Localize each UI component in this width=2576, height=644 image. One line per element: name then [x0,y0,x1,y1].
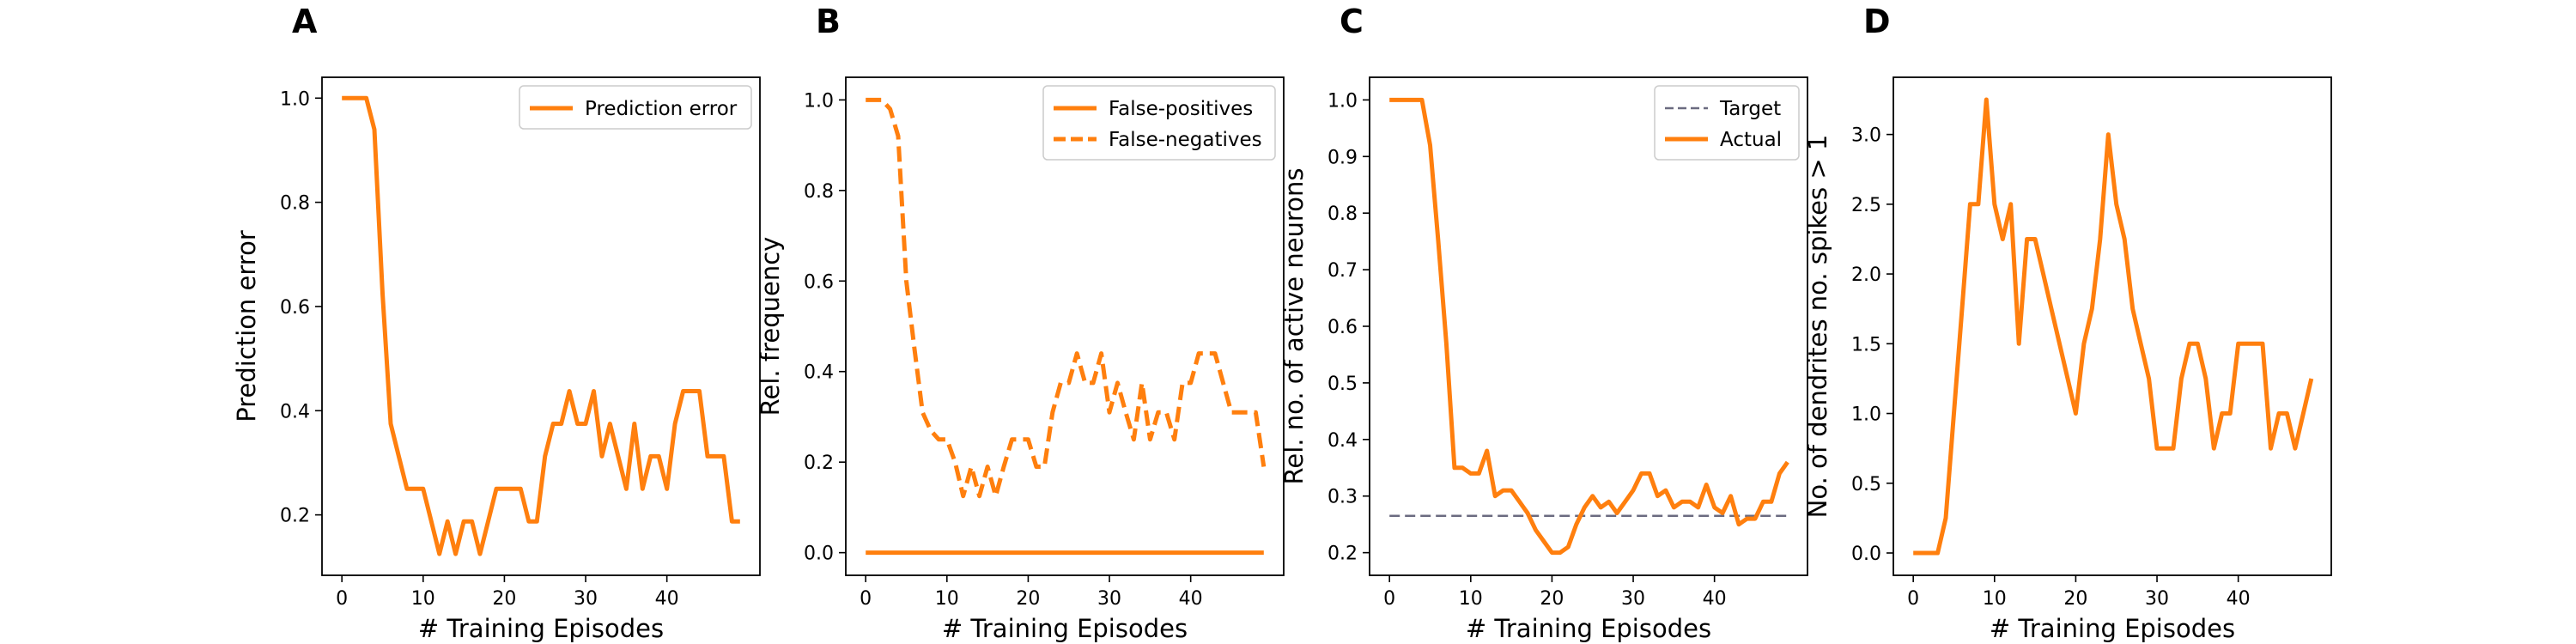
x-tick-label: 0 [860,588,872,610]
x-axis-label: # Training Episodes [1466,614,1711,643]
series-line-actual [1389,97,1789,556]
panel-b: B 0 10 20 30 40 0.0 0.2 0.4 0.6 0.8 1.0 # Training E… [756,3,1285,643]
panel-letter: D [1863,3,1891,40]
x-tick-label: 20 [1016,588,1040,610]
axes-frame [845,76,1285,576]
legend-label: Target [1719,98,1781,120]
x-tick-label: 40 [1179,588,1203,610]
y-tick-label: 0.5 [1851,474,1881,495]
y-tick-label: 0.8 [804,181,834,203]
y-axis-label: Rel. frequency [756,237,785,416]
panel-c: C 0 10 20 30 40 0.2 0.3 0.4 0.5 0.6 0.7 0.8 0.9 1.0 # T… [1279,3,1808,643]
legend-label: Prediction error [585,98,738,120]
y-tick-label: 0.4 [280,401,310,422]
legend-label: False-positives [1109,98,1253,120]
y-tick-label: 2.5 [1851,195,1881,216]
x-tick-label: 30 [574,588,598,610]
series-line-d [1913,97,2314,556]
axes-frame [1893,76,2332,576]
panel-letter: C [1340,3,1364,40]
x-tick-label: 30 [1621,588,1645,610]
panel-d: D 0 10 20 30 40 0.0 0.5 1.0 1.5 2.0 2.5 3.0 # Trainin… [1803,3,2332,643]
y-tick-label: 0.2 [1327,544,1358,565]
y-tick-label: 0.2 [280,506,310,527]
x-tick-label: 10 [1459,588,1483,610]
series-line-false-negatives [866,97,1267,499]
panel-letter: B [816,3,841,40]
x-tick-label: 40 [655,588,679,610]
y-axis-label: No. of dendrites no. spikes > 1 [1803,135,1832,519]
x-tick-label: 10 [935,588,959,610]
y-tick-label: 1.0 [804,90,834,112]
y-tick-label: 0.8 [1327,204,1358,225]
y-tick-label: 0.0 [1851,544,1881,565]
x-axis-label: # Training Episodes [942,614,1188,643]
legend-box [1042,85,1276,161]
legend: Prediction error [519,85,752,130]
legend: False-positives False-negatives [1042,85,1276,161]
x-tick-label: 0 [336,588,348,610]
x-tick-label: 10 [1983,588,2007,610]
y-tick-label: 0.6 [804,271,834,293]
legend-label: Actual [1720,129,1782,151]
y-tick-label: 0.6 [1327,317,1358,338]
y-tick-label: 0.9 [1327,147,1358,168]
x-tick-label: 20 [1540,588,1564,610]
legend: Target Actual [1654,85,1800,161]
y-tick-label: 1.5 [1851,334,1881,355]
y-axis-label: Prediction error [232,230,261,422]
legend-label: False-negatives [1109,129,1262,151]
y-tick-label: 0.8 [280,193,310,215]
y-tick-label: 0.4 [804,362,834,384]
series-line-prediction-error [342,95,740,556]
legend-box [519,85,752,130]
y-tick-label: 0.7 [1327,260,1358,282]
x-axis-label: # Training Episodes [418,614,664,643]
y-tick-label: 0.5 [1327,374,1358,395]
x-axis-label: # Training Episodes [1990,614,2235,643]
y-tick-label: 0.0 [804,544,834,565]
panel-letter: A [292,3,318,40]
y-tick-label: 1.0 [1851,404,1881,426]
y-axis-label: Rel. no. of active neurons [1279,168,1309,485]
y-tick-label: 3.0 [1851,125,1881,147]
x-tick-label: 20 [492,588,516,610]
x-tick-label: 40 [2227,588,2251,610]
y-tick-label: 2.0 [1851,264,1881,286]
x-tick-label: 30 [1097,588,1121,610]
y-tick-label: 1.0 [1327,90,1358,112]
x-tick-label: 0 [1383,588,1395,610]
x-tick-label: 10 [411,588,435,610]
x-tick-label: 20 [2063,588,2087,610]
x-tick-label: 30 [2145,588,2169,610]
y-tick-label: 0.6 [280,297,310,319]
panel-a: A 0 10 20 30 40 0.2 0.4 0.6 0.8 1.0 # Training Epis… [232,3,761,643]
y-tick-label: 1.0 [280,88,310,110]
x-tick-label: 0 [1907,588,1919,610]
y-tick-label: 0.4 [1327,430,1358,452]
y-tick-label: 0.2 [804,453,834,474]
axes-frame [321,76,761,576]
y-tick-label: 0.3 [1327,487,1358,508]
x-tick-label: 40 [1703,588,1727,610]
